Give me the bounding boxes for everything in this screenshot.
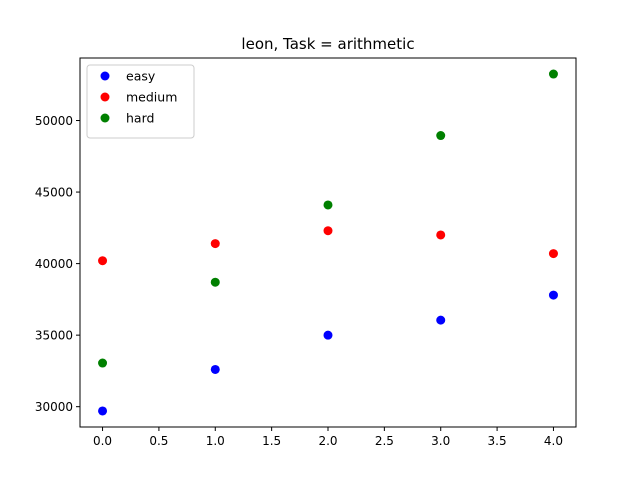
legend-marker-hard	[100, 113, 110, 123]
x-tick-label: 1.5	[262, 434, 281, 448]
point-hard	[98, 358, 108, 368]
x-tick-label: 2.5	[375, 434, 394, 448]
x-tick-label: 0.5	[149, 434, 168, 448]
y-tick-label: 35000	[35, 329, 73, 343]
y-tick-label: 40000	[35, 257, 73, 271]
point-easy	[548, 290, 558, 300]
point-hard	[436, 131, 446, 141]
point-medium	[210, 239, 220, 249]
legend-label-hard: hard	[126, 111, 154, 126]
point-hard	[548, 69, 558, 79]
series-easy	[98, 290, 558, 416]
y-tick-label: 50000	[35, 114, 73, 128]
x-tick-label: 1.0	[206, 434, 225, 448]
x-tick-label: 2.0	[318, 434, 337, 448]
chart-title: leon, Task = arithmetic	[241, 35, 414, 53]
point-easy	[436, 315, 446, 325]
point-medium	[98, 256, 108, 266]
point-easy	[323, 330, 333, 340]
x-tick-label: 3.0	[431, 434, 450, 448]
plot-area-frame	[79, 57, 577, 428]
legend-label-medium: medium	[126, 90, 177, 105]
point-easy	[98, 406, 108, 416]
legend-marker-medium	[100, 92, 110, 102]
y-tick-label: 45000	[35, 186, 73, 200]
point-hard	[323, 200, 333, 210]
legend-label-easy: easy	[126, 69, 156, 84]
legend-marker-easy	[100, 71, 110, 81]
point-medium	[548, 249, 558, 259]
y-tick-label: 30000	[35, 400, 73, 414]
series-medium	[98, 226, 558, 266]
axis-ticks: 0.0 0.5 1.0 1.5 2.0 2.5 3.0 3.5 4.0 30000 35000 400…	[35, 114, 563, 448]
legend: easy medium hard	[86, 64, 195, 139]
x-tick-label: 3.5	[488, 434, 507, 448]
series-hard	[98, 69, 558, 368]
x-tick-label: 4.0	[544, 434, 563, 448]
point-medium	[436, 230, 446, 240]
point-hard	[210, 277, 220, 287]
data-points	[98, 69, 558, 416]
x-tick-label: 0.0	[93, 434, 112, 448]
point-medium	[323, 226, 333, 236]
point-easy	[210, 364, 220, 374]
legend-box	[86, 64, 195, 139]
